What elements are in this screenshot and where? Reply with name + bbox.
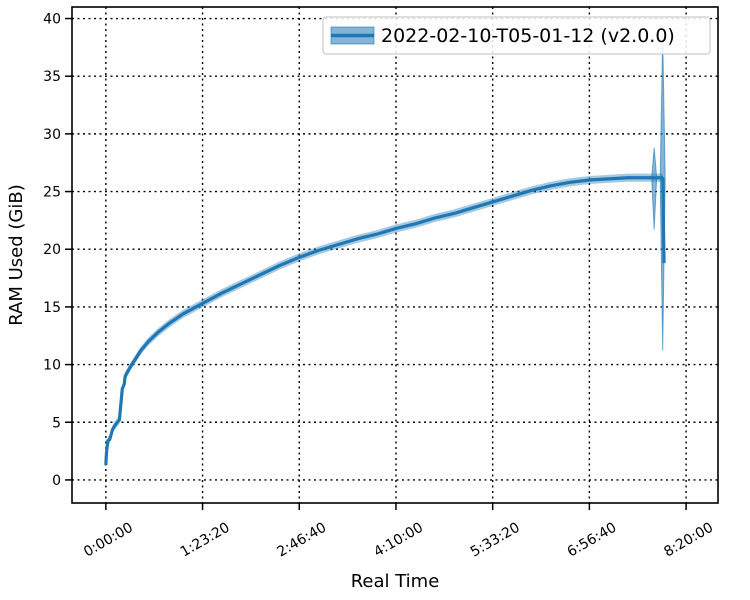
- y-tick-label: 25: [43, 185, 61, 201]
- data-lines: [104, 176, 666, 466]
- y-tick-label: 10: [43, 358, 61, 374]
- x-axis-ticks: 0:00:00 1:23:20 2:46:40 4:10:00 5:33:20 6:56:…: [81, 503, 716, 560]
- plot-frame: [71, 6, 719, 504]
- y-tick-label: 15: [43, 300, 61, 316]
- y-axis-label: RAM Used (GiB): [6, 184, 27, 325]
- x-tick-label: 2:46:40: [275, 520, 330, 561]
- series-line-0: [104, 176, 666, 466]
- grid-lines: [72, 7, 718, 503]
- y-tick-label: 20: [43, 242, 61, 258]
- y-tick-label: 0: [52, 473, 61, 489]
- y-tick-label: 35: [43, 69, 61, 85]
- x-axis-label: Real Time: [351, 571, 440, 592]
- x-tick-label: 8:20:00: [661, 520, 716, 561]
- x-tick-label: 6:56:40: [565, 520, 620, 561]
- y-tick-label: 30: [43, 127, 61, 143]
- y-tick-label: 5: [52, 415, 61, 431]
- plot-background: [72, 7, 718, 503]
- y-axis-ticks: 0 5 10 15 20 25 30 35 40: [43, 12, 72, 489]
- legend-box: [322, 16, 711, 55]
- x-tick-label: 1:23:20: [178, 520, 233, 561]
- x-tick-label: 0:00:00: [81, 520, 136, 561]
- x-tick-label: 5:33:20: [468, 520, 523, 561]
- x-tick-label: 4:10:00: [371, 520, 426, 561]
- legend: 2022-02-10-T05-01-12 (v2.0.0): [322, 16, 711, 55]
- y-tick-label: 40: [43, 12, 61, 28]
- legend-entry-label: 2022-02-10-T05-01-12 (v2.0.0): [381, 25, 675, 47]
